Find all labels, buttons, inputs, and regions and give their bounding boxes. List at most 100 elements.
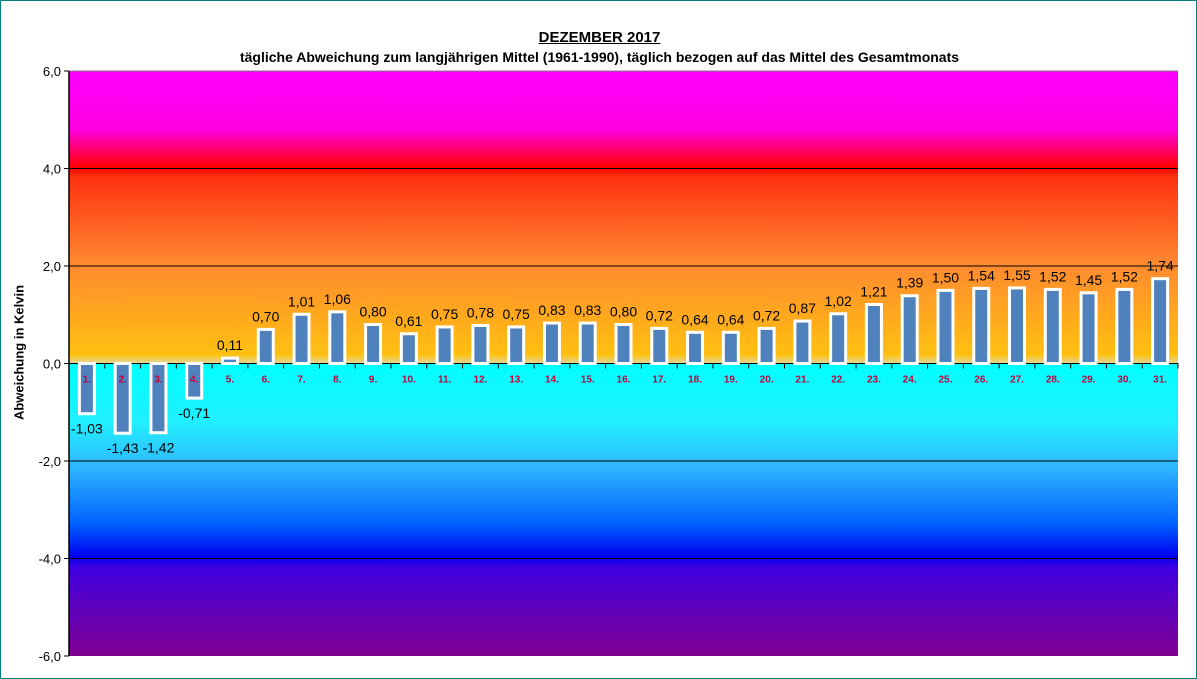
- x-tick-label: 2.: [118, 375, 127, 386]
- data-label: 0,11: [217, 337, 243, 353]
- chart-subtitle: tägliche Abweichung zum langjährigen Mit…: [239, 49, 960, 65]
- x-tick-label: 24.: [903, 375, 917, 386]
- data-label: 0,83: [574, 302, 601, 318]
- x-tick-label: 30.: [1117, 375, 1131, 386]
- bar: [900, 294, 919, 365]
- x-tick-label: 5.: [226, 375, 235, 386]
- bar: [972, 286, 991, 365]
- x-tick-label: 8.: [333, 375, 342, 386]
- x-tick-label: 22.: [831, 375, 845, 386]
- x-tick-label: 13.: [509, 375, 523, 386]
- x-tick-label: 11.: [438, 375, 452, 386]
- plot-background-negative: [69, 363, 1178, 656]
- data-label: 1,50: [932, 269, 959, 285]
- data-label: 0,64: [717, 311, 744, 327]
- bar: [435, 325, 454, 365]
- y-tick-label: 4,0: [43, 162, 61, 177]
- x-tick-label: 28.: [1046, 375, 1060, 386]
- data-label: -1,43: [107, 440, 139, 456]
- y-tick-label: -4,0: [39, 552, 61, 567]
- data-label: 0,80: [610, 304, 637, 320]
- data-label: 1,02: [825, 293, 852, 309]
- x-tick-label: 6.: [262, 375, 271, 386]
- bar: [364, 323, 383, 365]
- bar: [757, 326, 776, 365]
- bar: [328, 310, 347, 366]
- x-tick-label: 12.: [473, 375, 487, 386]
- data-label: -0,71: [178, 405, 210, 421]
- bar: [256, 327, 275, 365]
- data-label: 0,64: [681, 311, 708, 327]
- x-tick-label: 20.: [760, 375, 774, 386]
- data-label: 0,75: [431, 306, 458, 322]
- bar: [399, 332, 418, 366]
- bar: [721, 330, 740, 365]
- data-label: 0,87: [789, 300, 816, 316]
- data-label: 0,72: [753, 307, 780, 323]
- bar: [686, 330, 705, 365]
- data-label: 0,70: [252, 308, 279, 324]
- data-label: 0,72: [646, 307, 673, 323]
- bar: [507, 325, 526, 365]
- data-label: 1,74: [1146, 258, 1173, 274]
- y-tick-label: -2,0: [39, 454, 61, 469]
- x-tick-label: 15.: [581, 375, 595, 386]
- data-label: 1,45: [1075, 272, 1102, 288]
- bar: [1115, 287, 1134, 365]
- x-tick-label: 17.: [652, 375, 666, 386]
- y-tick-label: -6,0: [39, 649, 61, 664]
- bar: [1151, 277, 1170, 365]
- data-label: -1,03: [71, 421, 103, 437]
- x-tick-label: 27.: [1010, 375, 1024, 386]
- x-tick-label: 7.: [297, 375, 306, 386]
- data-label: 1,55: [1003, 267, 1030, 283]
- bar: [77, 362, 96, 416]
- x-tick-label: 18.: [688, 375, 702, 386]
- data-label: 0,78: [467, 304, 494, 320]
- bar: [220, 356, 239, 366]
- bar: [185, 362, 204, 400]
- x-tick-label: 25.: [939, 375, 953, 386]
- bar: [292, 312, 311, 366]
- chart-title: DEZEMBER 2017: [538, 29, 661, 46]
- plot-background-positive: [69, 71, 1178, 364]
- data-label: 0,61: [395, 313, 422, 329]
- data-label: 1,54: [968, 267, 995, 283]
- data-label: 0,75: [503, 306, 530, 322]
- bar: [149, 362, 168, 435]
- y-tick-label: 2,0: [43, 259, 61, 274]
- data-label: -1,42: [142, 440, 174, 456]
- data-label: 0,83: [538, 302, 565, 318]
- bar: [578, 321, 597, 366]
- x-tick-label: 3.: [154, 375, 163, 386]
- bar: [650, 326, 669, 365]
- x-tick-label: 16.: [617, 375, 631, 386]
- x-tick-label: 1.: [83, 375, 92, 386]
- x-tick-label: 19.: [724, 375, 738, 386]
- bar: [471, 323, 490, 366]
- x-tick-label: 26.: [974, 375, 988, 386]
- y-tick-label: 0,0: [43, 357, 61, 372]
- x-tick-label: 4.: [190, 375, 199, 386]
- data-label: 1,06: [324, 291, 351, 307]
- data-label: 1,01: [288, 293, 315, 309]
- bar: [793, 319, 812, 365]
- bar: [1043, 287, 1062, 365]
- data-label: 0,80: [359, 304, 386, 320]
- bar: [1008, 286, 1027, 365]
- bar: [542, 321, 561, 366]
- data-label: 1,21: [860, 284, 887, 300]
- bar: [1079, 291, 1098, 365]
- x-tick-label: 29.: [1082, 375, 1096, 386]
- data-label: 1,39: [896, 275, 923, 291]
- bar: [864, 303, 883, 366]
- x-tick-label: 23.: [867, 375, 881, 386]
- data-label: 1,52: [1111, 268, 1138, 284]
- bar: [113, 362, 132, 435]
- bar: [829, 312, 848, 365]
- y-tick-label: 6,0: [43, 64, 61, 79]
- bar: [614, 323, 633, 365]
- x-tick-label: 9.: [369, 375, 378, 386]
- data-label: 1,52: [1039, 268, 1066, 284]
